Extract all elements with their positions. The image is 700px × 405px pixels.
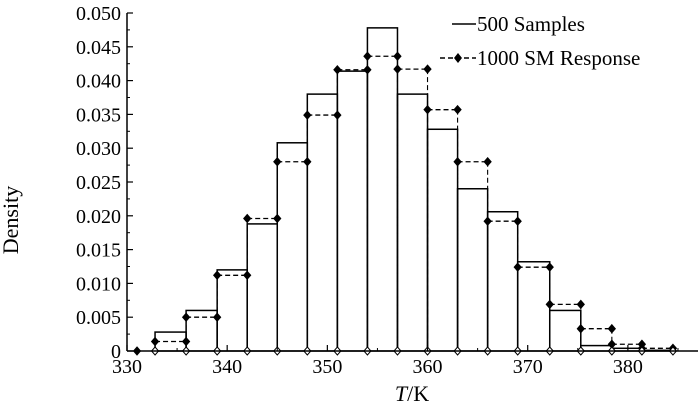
histogram-bar-10 bbox=[456, 188, 489, 352]
y-tick-label-0: 0 bbox=[111, 341, 121, 363]
sm-marker-left-14 bbox=[576, 323, 585, 334]
sm-marker-right-7 bbox=[393, 51, 402, 62]
sm-marker-left-0 bbox=[150, 336, 160, 347]
x-tick-label-2: 350 bbox=[312, 356, 342, 378]
y-tick-label-7: 0.035 bbox=[76, 104, 121, 126]
histogram-bar-7 bbox=[366, 27, 399, 352]
ticks: 0 0.005 0.010 0.015 0.020 0.025 0.030 0.035 0.04… bbox=[76, 3, 679, 378]
y-tick-label-5: 0.025 bbox=[76, 172, 121, 194]
y-tick-label-4: 0.020 bbox=[76, 206, 121, 228]
sm-marker-right-6 bbox=[363, 65, 372, 75]
sm-marker-left-5 bbox=[303, 110, 312, 120]
legend-label-1000-sm-response: 1000 SM Response bbox=[477, 46, 640, 70]
sm-marker-right-9 bbox=[453, 104, 462, 115]
x-axis-label: T/K bbox=[395, 381, 429, 405]
legend-marker-1000-sm-response bbox=[454, 53, 462, 63]
histogram-bar-13 bbox=[548, 309, 582, 352]
x-tick-label-3: 360 bbox=[413, 356, 443, 378]
sm-marker-left-3 bbox=[243, 213, 252, 224]
x-tick-label-4: 370 bbox=[513, 356, 543, 378]
sm-marker-right-4 bbox=[303, 156, 312, 167]
plot-area bbox=[132, 27, 678, 356]
histogram-bar-6 bbox=[336, 70, 369, 352]
sm-marker-left-10 bbox=[453, 156, 462, 167]
sm-marker-left-1 bbox=[181, 312, 191, 322]
y-tick-label-3: 0.015 bbox=[76, 240, 121, 262]
sm-marker-right-14 bbox=[607, 323, 617, 334]
y-tick-label-9: 0.045 bbox=[76, 37, 121, 59]
sm-marker-right-13 bbox=[576, 299, 585, 310]
histogram-bar-5 bbox=[306, 93, 339, 352]
sm-marker-left-9 bbox=[423, 104, 432, 115]
y-tick-label-2: 0.010 bbox=[76, 273, 121, 295]
sm-marker-left-12 bbox=[513, 262, 522, 272]
sm-marker-left-13 bbox=[545, 299, 554, 310]
sm-marker-right-1 bbox=[212, 312, 222, 322]
histogram-bar-8 bbox=[396, 93, 429, 352]
sm-marker-left-8 bbox=[393, 64, 402, 74]
x-axis-label-symbol: T bbox=[395, 381, 409, 405]
histogram-bar-9 bbox=[426, 128, 459, 352]
x-axis-label-unit: /K bbox=[407, 381, 429, 405]
histogram-bar-12 bbox=[516, 261, 551, 352]
sm-marker-left-11 bbox=[483, 216, 492, 226]
legend: 500 Samples 1000 SM Response bbox=[438, 9, 695, 71]
sm-marker-left-2 bbox=[212, 270, 222, 281]
y-tick-label-6: 0.030 bbox=[76, 138, 121, 160]
sm-marker-right-5 bbox=[333, 110, 342, 120]
x-tick-label-5: 380 bbox=[613, 356, 643, 378]
sm-marker-right-3 bbox=[273, 213, 282, 224]
y-tick-label-10: 0.050 bbox=[76, 3, 121, 25]
sm-marker-left-6 bbox=[333, 65, 342, 75]
legend-background bbox=[438, 9, 695, 71]
histogram-bar-4 bbox=[276, 142, 309, 352]
x-tick-label-1: 340 bbox=[212, 356, 242, 378]
sm-marker-right-12 bbox=[545, 262, 554, 272]
histogram-bar-1 bbox=[185, 309, 218, 352]
histogram-bar-14 bbox=[580, 344, 613, 352]
y-tick-label-8: 0.040 bbox=[76, 71, 121, 93]
legend-label-500-samples: 500 Samples bbox=[477, 12, 585, 36]
sm-marker-right-10 bbox=[483, 156, 492, 167]
y-axis-label: Density bbox=[0, 186, 23, 254]
sm-marker-right-2 bbox=[243, 270, 252, 281]
sm-marker-left-4 bbox=[273, 156, 282, 167]
y-tick-label-1: 0.005 bbox=[76, 307, 121, 329]
histogram-bar-3 bbox=[246, 223, 279, 352]
sm-marker-left-7 bbox=[363, 51, 372, 62]
x-tick-label-0: 330 bbox=[112, 356, 142, 378]
histogram-bar-2 bbox=[216, 269, 248, 352]
sm-marker-right-11 bbox=[513, 216, 522, 226]
sm-marker-right-8 bbox=[423, 64, 432, 74]
histogram-bar-11 bbox=[486, 210, 519, 352]
sm-marker-right-0 bbox=[181, 336, 191, 347]
